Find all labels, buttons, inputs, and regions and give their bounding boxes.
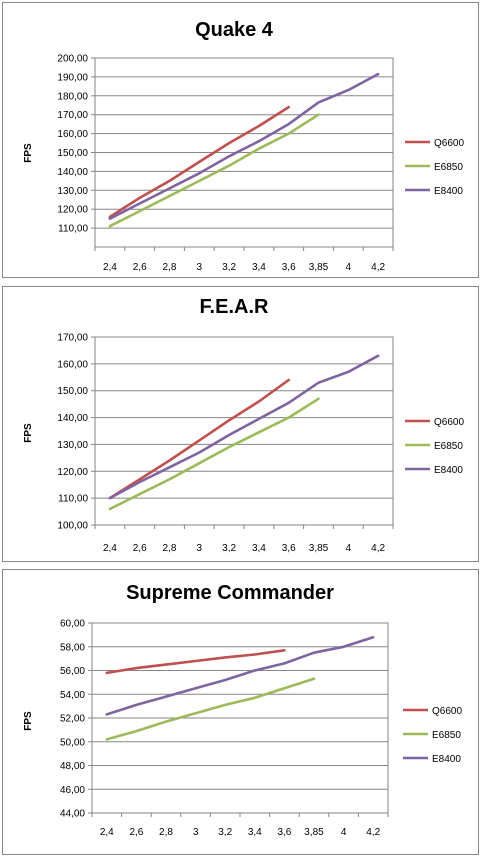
series-line-e8400	[105, 636, 375, 716]
y-tick-label: 54,00	[60, 690, 85, 701]
series-line-e8400	[108, 354, 380, 500]
x-tick-label: 3,4	[248, 827, 262, 838]
y-tick-label: 140,00	[57, 413, 88, 424]
x-tick-label: 2,6	[133, 262, 147, 273]
chart-title: F.E.A.R	[200, 296, 269, 318]
y-tick-label: 180,00	[57, 91, 88, 102]
y-tick-label: 48,00	[60, 761, 85, 772]
chart-title: Supreme Commander	[126, 582, 334, 604]
legend-label-e6850: E6850	[434, 441, 463, 452]
x-tick-label: 2,8	[163, 543, 177, 554]
series-line-e8400	[108, 72, 380, 220]
y-tick-label: 150,00	[57, 386, 88, 397]
y-tick-label: 140,00	[57, 167, 88, 178]
x-tick-label: 2,8	[163, 262, 177, 273]
x-tick-label: 4	[346, 543, 352, 554]
x-tick-label: 3	[197, 543, 203, 554]
chart-supreme-commander: Supreme Commander 44,00 46,00 48,00 50,00 52,…	[23, 582, 462, 838]
x-tick-label: 2,4	[100, 827, 114, 838]
series-line-e6850	[108, 397, 320, 511]
series-line-e6850	[108, 113, 320, 228]
y-tick-label: 44,00	[60, 809, 85, 820]
x-tick-label: 4,2	[366, 827, 380, 838]
x-tick-label: 3,85	[309, 262, 329, 273]
legend-label-e6850: E6850	[432, 730, 461, 741]
legend-label-q6600: Q6600	[434, 138, 464, 149]
y-tick-label: 160,00	[57, 359, 88, 370]
y-tick-label: 120,00	[57, 205, 88, 216]
legend-label-e8400: E8400	[434, 465, 463, 476]
x-tick-label: 3,6	[282, 262, 296, 273]
x-tick-label: 3,6	[277, 827, 291, 838]
y-tick-label: 100,00	[57, 521, 88, 532]
chart-panel-quake4: Quake 4 110,00 120,00 130,00 140,00 150,00 160…	[2, 2, 479, 278]
series-line-q6600	[105, 649, 286, 675]
x-tick-label: 2,4	[103, 262, 117, 273]
series-line-q6600	[108, 105, 291, 219]
x-tick-label: 3,4	[252, 262, 266, 273]
y-axis-label: FPS	[23, 423, 34, 443]
x-tick-label: 3,6	[282, 543, 296, 554]
y-tick-label: 130,00	[57, 440, 88, 451]
x-tick-label: 3	[193, 827, 199, 838]
chart-panel-fear: F.E.A.R 100,00 110,00 120,00 130,00 140,00 150…	[2, 286, 479, 562]
y-tick-label: 200,00	[57, 54, 88, 65]
y-tick-label: 52,00	[60, 714, 85, 725]
x-tick-label: 3,85	[309, 543, 329, 554]
series-line-q6600	[108, 378, 291, 500]
chart-title: Quake 4	[195, 19, 274, 41]
x-tick-label: 4,2	[371, 262, 385, 273]
y-tick-label: 150,00	[57, 148, 88, 159]
y-tick-label: 46,00	[60, 785, 85, 796]
chart-panel-supreme-commander: Supreme Commander 44,00 46,00 48,00 50,00 52,…	[2, 569, 479, 855]
x-tick-label: 4	[341, 827, 347, 838]
x-tick-label: 3,85	[304, 827, 324, 838]
series-line-e6850	[105, 677, 316, 741]
y-tick-label: 170,00	[57, 110, 88, 121]
x-tick-label: 2,8	[159, 827, 173, 838]
legend-label-q6600: Q6600	[432, 706, 462, 717]
y-tick-label: 190,00	[57, 72, 88, 83]
legend-label-e6850: E6850	[434, 162, 463, 173]
x-tick-label: 3,2	[222, 262, 236, 273]
x-tick-label: 4,2	[371, 543, 385, 554]
x-tick-label: 3,2	[218, 827, 232, 838]
y-tick-label: 130,00	[57, 186, 88, 197]
y-tick-label: 160,00	[57, 129, 88, 140]
x-tick-label: 2,4	[103, 543, 117, 554]
legend-label-e8400: E8400	[432, 754, 461, 765]
x-tick-label: 2,6	[129, 827, 143, 838]
chart-fear: F.E.A.R 100,00 110,00 120,00 130,00 140,00 150…	[23, 296, 464, 554]
plot-area	[94, 336, 394, 526]
y-tick-label: 120,00	[57, 467, 88, 478]
x-tick-label: 4	[346, 262, 352, 273]
chart-quake4: Quake 4 110,00 120,00 130,00 140,00 150,00 160…	[23, 19, 464, 273]
x-tick-label: 3,4	[252, 543, 266, 554]
legend-label-e8400: E8400	[434, 186, 463, 197]
x-tick-label: 3,2	[222, 543, 236, 554]
legend-label-q6600: Q6600	[434, 417, 464, 428]
y-tick-label: 58,00	[60, 642, 85, 653]
y-tick-label: 60,00	[60, 619, 85, 630]
y-tick-label: 56,00	[60, 666, 85, 677]
y-axis-label: FPS	[23, 143, 34, 163]
y-axis-label: FPS	[23, 711, 34, 731]
x-tick-label: 2,6	[133, 543, 147, 554]
x-tick-label: 3	[197, 262, 203, 273]
y-tick-label: 170,00	[57, 333, 88, 344]
y-tick-label: 110,00	[58, 224, 88, 235]
y-tick-label: 50,00	[60, 737, 85, 748]
y-tick-label: 110,00	[58, 494, 88, 505]
